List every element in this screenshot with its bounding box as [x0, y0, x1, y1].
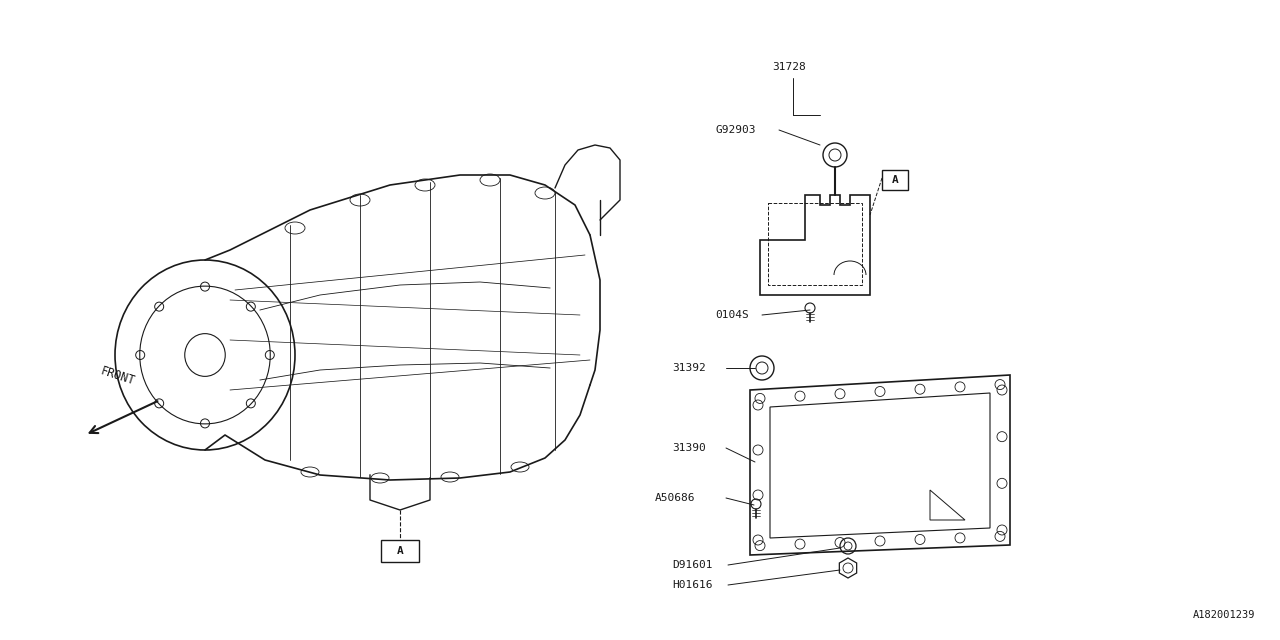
Text: A: A — [892, 175, 899, 185]
Bar — [882, 170, 908, 190]
Text: H01616: H01616 — [672, 580, 713, 590]
Text: A: A — [397, 546, 403, 556]
Text: 0104S: 0104S — [716, 310, 749, 320]
Text: 31728: 31728 — [772, 62, 805, 72]
Text: A50686: A50686 — [655, 493, 695, 503]
Text: 31392: 31392 — [672, 363, 705, 373]
Text: D91601: D91601 — [672, 560, 713, 570]
Text: FRONT: FRONT — [99, 365, 137, 388]
Bar — [768, 203, 861, 285]
Text: 31390: 31390 — [672, 443, 705, 453]
Text: G92903: G92903 — [716, 125, 755, 135]
Bar — [381, 540, 419, 562]
Text: A182001239: A182001239 — [1193, 610, 1254, 620]
